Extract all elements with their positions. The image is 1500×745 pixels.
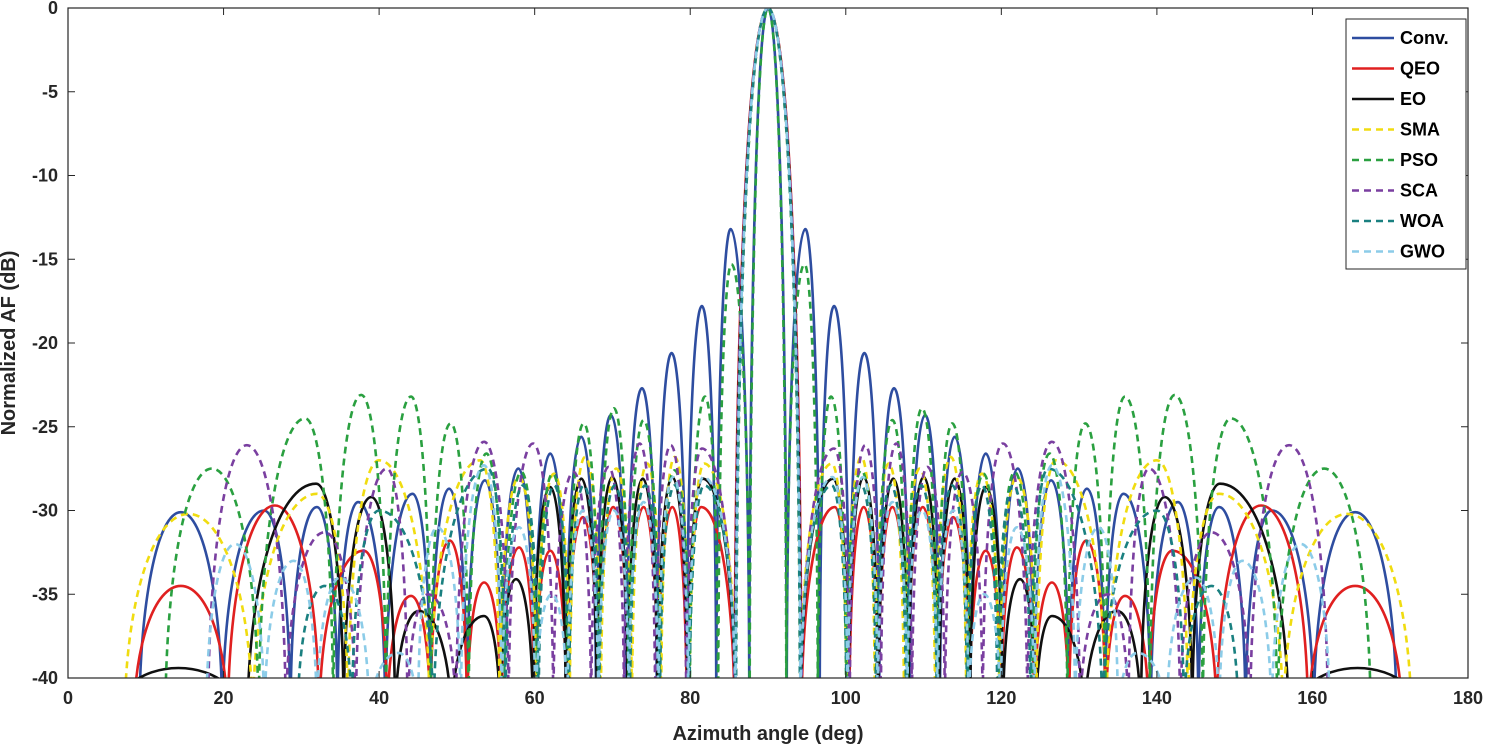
legend-label: WOA bbox=[1400, 211, 1444, 231]
x-tick-label: 40 bbox=[369, 688, 389, 708]
y-tick-label: -15 bbox=[32, 249, 58, 269]
y-axis: 0 -5 -10 -15 -20 -25 -30 -35 -40 bbox=[32, 0, 1468, 688]
series-layer bbox=[124, 8, 1412, 678]
legend-label: GWO bbox=[1400, 242, 1445, 262]
x-tick-label: 20 bbox=[214, 688, 234, 708]
x-tick-label: 160 bbox=[1297, 688, 1327, 708]
series-line bbox=[135, 8, 1401, 678]
x-tick-label: 120 bbox=[986, 688, 1016, 708]
series-line bbox=[164, 8, 1372, 678]
series-woa bbox=[297, 8, 1239, 678]
y-tick-label: -35 bbox=[32, 584, 58, 604]
legend-label: QEO bbox=[1400, 59, 1440, 79]
x-tick-label: 0 bbox=[63, 688, 73, 708]
plot-background bbox=[68, 8, 1468, 678]
series-pso bbox=[164, 8, 1372, 678]
y-tick-label: -10 bbox=[32, 166, 58, 186]
x-axis-label: Azimuth angle (deg) bbox=[672, 723, 863, 745]
legend-box bbox=[1345, 18, 1467, 270]
series-gwo bbox=[205, 8, 1331, 678]
x-tick-label: 100 bbox=[831, 688, 861, 708]
x-tick-label: 80 bbox=[680, 688, 700, 708]
y-tick-label: -5 bbox=[42, 82, 58, 102]
x-tick-label: 60 bbox=[525, 688, 545, 708]
y-tick-label: -30 bbox=[32, 501, 58, 521]
y-tick-label: 0 bbox=[48, 0, 58, 18]
x-tick-label: 140 bbox=[1142, 688, 1172, 708]
series-line bbox=[207, 8, 1329, 678]
y-tick-label: -25 bbox=[32, 417, 58, 437]
series-line bbox=[136, 8, 1400, 678]
legend-label: SMA bbox=[1400, 120, 1440, 140]
legend-label: PSO bbox=[1400, 150, 1438, 170]
x-axis: 0 20 40 60 80 100 120 140 160 180 bbox=[63, 8, 1483, 708]
y-tick-label: -20 bbox=[32, 333, 58, 353]
y-axis-label: Normalized AF (dB) bbox=[0, 251, 20, 436]
legend-label: SCA bbox=[1400, 181, 1438, 201]
legend: Conv. QEO EO SMA PSO SCA WOA GWO bbox=[1345, 18, 1467, 270]
legend-label: Conv. bbox=[1400, 28, 1449, 48]
legend-label: EO bbox=[1400, 89, 1426, 109]
y-tick-label: -40 bbox=[32, 668, 58, 688]
x-tick-label: 180 bbox=[1453, 688, 1483, 708]
